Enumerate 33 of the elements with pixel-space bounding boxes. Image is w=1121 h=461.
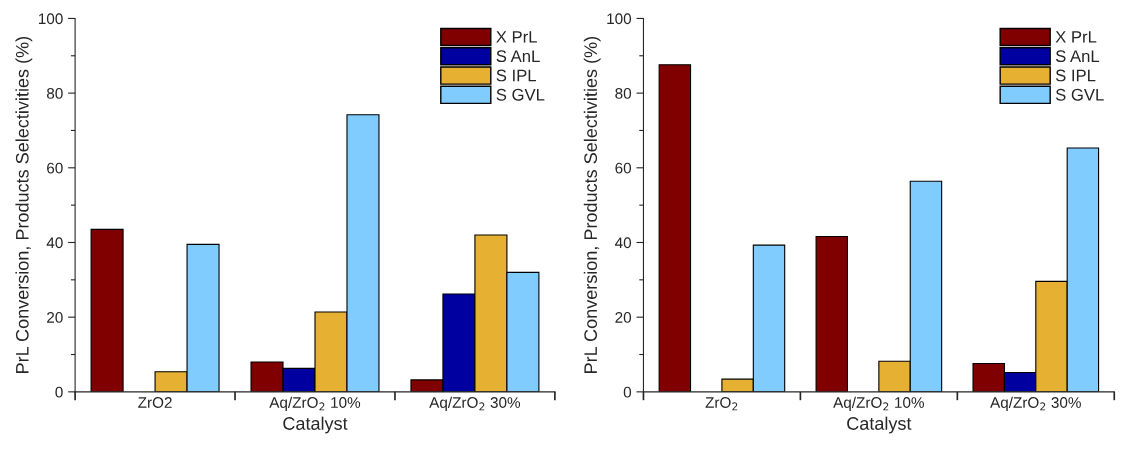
y-axis-title: PrL Conversion, Products Selectivities (%)	[583, 37, 601, 373]
y-tick-label: 60	[47, 162, 63, 174]
y-tick-label: 0	[55, 386, 63, 398]
legend-label: S GVL	[496, 88, 545, 101]
legend-label: S IPL	[1055, 69, 1096, 82]
y-tick-label: 80	[46, 87, 63, 99]
y-tick-label: 40	[615, 237, 632, 249]
bar	[658, 64, 692, 392]
x-tick-label: Aq/ZrO$_{2}$ 30%	[990, 396, 1081, 411]
bar	[90, 228, 124, 392]
y-tick-label: 60	[615, 162, 632, 174]
y-tick-label: 100	[607, 13, 632, 25]
bar	[815, 235, 849, 392]
x-axis-title: Catalyst	[847, 416, 912, 434]
x-tick-label: Aq/ZrO$_{2}$ 10%	[833, 396, 924, 411]
legend-label: S AnL	[1055, 50, 1100, 63]
x-axis-title: Catalyst	[283, 416, 348, 434]
y-axis-title: PrL Conversion, Products Selectivities (%)	[15, 37, 33, 373]
y-tick-label: 80	[615, 87, 632, 99]
legend-label: X PrL	[1055, 31, 1097, 43]
x-tick-label: ZrO$_{2}$	[705, 397, 738, 411]
legend-label: X PrL	[496, 31, 537, 43]
y-tick-label: 0	[623, 386, 632, 398]
x-tick-label: ZrO2	[138, 397, 172, 408]
x-tick-label: Aq/ZrO$_{2}$ 10%	[269, 396, 361, 411]
y-tick-label: 40	[46, 237, 63, 249]
legend-label: S AnL	[496, 50, 540, 63]
y-tick-label: 100	[38, 13, 63, 25]
y-tick-label: 20	[615, 312, 632, 323]
legend-label: S GVL	[1055, 88, 1104, 101]
legend-label: S IPL	[496, 69, 537, 82]
y-tick-label: 20	[47, 312, 63, 323]
x-tick-label: Aq/ZrO$_{2}$ 30%	[429, 396, 521, 411]
